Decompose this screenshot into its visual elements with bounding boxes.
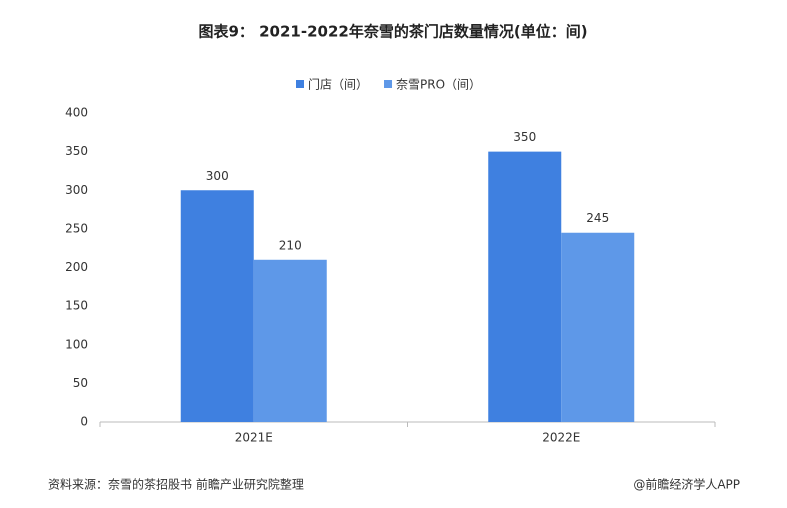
bar [561, 232, 635, 422]
bar [180, 190, 254, 422]
data-label: 210 [279, 238, 302, 252]
y-tick-label: 300 [65, 183, 88, 197]
source-note: 资料来源：奈雪的茶招股书 前瞻产业研究院整理 [48, 477, 304, 492]
legend-label: 奈雪PRO（间） [396, 78, 481, 92]
credit-note: @前瞻经济学人APP [633, 477, 740, 492]
y-tick-label: 0 [80, 415, 88, 429]
y-tick-label: 50 [73, 376, 88, 390]
legend-swatch [384, 80, 393, 88]
legend-label: 门店（间） [308, 77, 368, 92]
chart-title: 图表9： 2021-2022年奈雪的茶门店数量情况(单位：间) [198, 23, 587, 41]
y-tick-label: 100 [65, 337, 88, 351]
bar [488, 151, 562, 422]
x-tick-label: 2022E [542, 431, 580, 445]
x-tick-label: 2021E [235, 431, 273, 445]
y-tick-label: 150 [65, 299, 88, 313]
bar [253, 259, 327, 422]
y-tick-label: 250 [65, 221, 88, 235]
y-tick-label: 350 [65, 144, 88, 158]
legend-swatch [296, 80, 304, 88]
data-label: 245 [586, 211, 609, 225]
data-label: 300 [206, 169, 229, 183]
y-tick-label: 200 [65, 260, 88, 274]
y-tick-label: 400 [65, 106, 88, 120]
data-label: 350 [513, 130, 536, 144]
